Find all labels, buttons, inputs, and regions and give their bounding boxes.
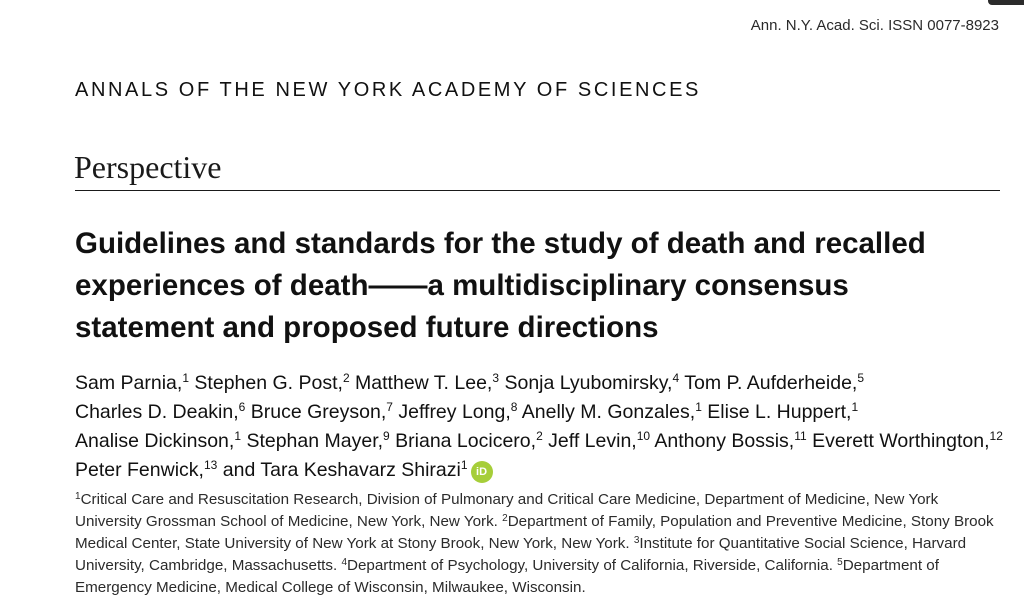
- author-name-text: Charles D. Deakin,: [75, 401, 239, 423]
- affiliation-text: Department of Emergency Medicine, Medica…: [75, 557, 939, 596]
- author-affiliation-number: 3: [492, 371, 500, 385]
- author-name: Anelly M. Gonzales,1: [522, 401, 702, 423]
- author-name: Matthew T. Lee,3: [355, 372, 499, 394]
- section-divider: [75, 190, 1000, 191]
- article-title: Guidelines and standards for the study o…: [75, 227, 926, 344]
- author-name: Charles D. Deakin,6: [75, 401, 245, 423]
- author-name-text: Tom P. Aufderheide,: [684, 372, 858, 394]
- author-name: Tom P. Aufderheide,5: [684, 372, 864, 394]
- affiliation-text: Institute for Quantitative Social Scienc…: [75, 535, 967, 574]
- affiliation-text: Department of Psychology, University of …: [347, 557, 838, 574]
- orcid-icon[interactable]: iD: [470, 461, 493, 483]
- author-affiliation-number: 1: [695, 400, 702, 414]
- author-name-text: Matthew T. Lee,: [355, 372, 493, 394]
- author-affiliation-number: 9: [383, 429, 390, 443]
- author-name: Sam Parnia,1: [75, 372, 189, 394]
- author-affiliation-number: 6: [238, 400, 246, 414]
- affiliation-number: 3: [633, 535, 640, 546]
- author-name: Everett Worthington,12: [812, 430, 1003, 452]
- journal-name: ANNALS OF THE NEW YORK ACADEMY OF SCIENC…: [75, 79, 701, 101]
- affiliation-number: 4: [341, 557, 347, 568]
- author-list: Sam Parnia,1 Stephen G. Post,2 Matthew T…: [75, 369, 1015, 485]
- author-affiliation-number: 7: [386, 400, 393, 414]
- author-name: Jeffrey Long,8: [398, 401, 517, 423]
- author-name-text: Sonja Lyubomirsky,: [504, 372, 673, 394]
- author-name-text: Briana Locicero,: [395, 430, 537, 452]
- author-name-text: and Tara Keshavarz Shirazi: [222, 459, 461, 481]
- journal-issn: Ann. N.Y. Acad. Sci. ISSN 0077-8923: [750, 17, 999, 34]
- author-affiliation-number: 2: [536, 429, 543, 443]
- author-name: Bruce Greyson,7: [251, 401, 393, 423]
- author-name-text: Peter Fenwick,: [75, 459, 204, 481]
- author-name: Stephen G. Post,2: [194, 372, 349, 394]
- author-affiliation-number: 4: [672, 371, 680, 385]
- corner-tab: [988, 0, 1024, 5]
- author-name-text: Anelly M. Gonzales,: [521, 401, 696, 423]
- author-name: Anthony Bossis,11: [654, 430, 806, 452]
- affiliation-number: 1: [75, 491, 81, 502]
- author-affiliation-number: 1: [851, 400, 859, 414]
- author-affiliation-number: 13: [203, 458, 218, 472]
- author-name: Briana Locicero,2: [395, 430, 543, 452]
- author-name: Peter Fenwick,13: [75, 459, 217, 481]
- author-name: Sonja Lyubomirsky,4: [504, 372, 679, 394]
- author-name-text: Jeff Levin,: [548, 430, 637, 452]
- author-affiliation-number: 1: [182, 371, 189, 385]
- author-name: and Tara Keshavarz Shirazi1 iD: [222, 458, 493, 483]
- author-affiliation-number: 11: [794, 429, 807, 443]
- author-affiliation-number: 10: [636, 429, 651, 443]
- author-name-text: Stephan Mayer,: [246, 430, 384, 452]
- article-type: Perspective: [74, 149, 222, 185]
- author-name: Stephan Mayer,9: [246, 430, 389, 452]
- affiliation-number: 2: [502, 513, 508, 524]
- author-affiliation-number: 12: [989, 429, 1003, 443]
- affiliation-text: Critical Care and Resuscitation Research…: [75, 491, 939, 530]
- author-name: Jeff Levin,10: [548, 430, 650, 452]
- affiliation-text: Department of Family, Population and Pre…: [75, 513, 994, 552]
- author-name: Elise L. Huppert,1: [707, 401, 858, 423]
- author-name-text: Stephen G. Post,: [194, 372, 343, 394]
- author-affiliation-number: 2: [342, 371, 350, 385]
- affiliation-list: 1Critical Care and Resuscitation Researc…: [75, 489, 1005, 599]
- author-name-text: Analise Dickinson,: [75, 430, 235, 452]
- author-name-text: Jeffrey Long,: [398, 401, 511, 423]
- author-name: Analise Dickinson,1: [75, 430, 241, 452]
- author-name-text: Anthony Bossis,: [654, 430, 795, 452]
- author-name-text: Everett Worthington,: [812, 430, 990, 452]
- author-affiliation-number: 1: [234, 429, 242, 443]
- author-name-text: Sam Parnia,: [75, 372, 183, 394]
- author-affiliation-number: 8: [510, 400, 518, 414]
- author-affiliation-number: 5: [857, 371, 865, 385]
- author-affiliation-number: 1: [460, 458, 468, 472]
- affiliation-number: 5: [837, 557, 843, 568]
- author-name-text: Bruce Greyson,: [250, 401, 387, 423]
- author-name-text: Elise L. Huppert,: [707, 401, 852, 423]
